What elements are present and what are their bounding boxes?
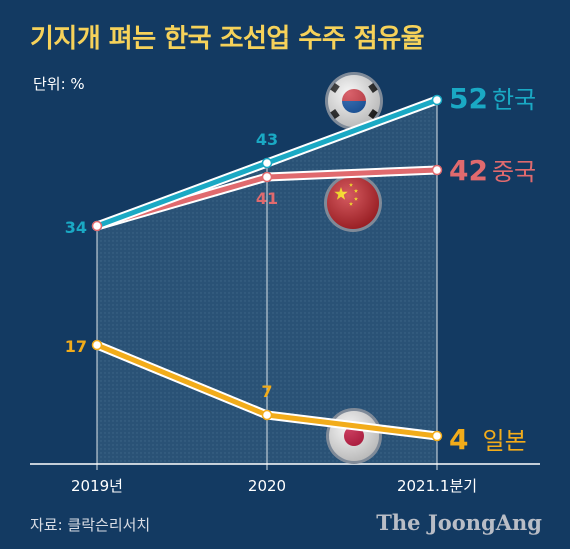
- china-flag-icon: [324, 174, 382, 232]
- data-point-중국: [91, 220, 103, 232]
- source-note: 자료: 클락슨리서치: [30, 516, 151, 534]
- x-tick-label: 2020: [248, 477, 286, 495]
- data-point-중국: [431, 164, 443, 176]
- japan-flag-icon: [326, 408, 382, 464]
- data-label: 34: [65, 218, 87, 237]
- end-label-일본: 4 일본: [449, 423, 527, 456]
- flag-shade: [329, 411, 379, 461]
- flag-shade: [328, 75, 380, 127]
- data-point-일본: [431, 430, 443, 442]
- unit-label: 단위: %: [33, 75, 85, 93]
- end-label-name: 중국: [492, 158, 536, 186]
- end-label-value: 42: [449, 154, 488, 187]
- data-point-한국: [261, 157, 273, 169]
- data-label: 43: [256, 130, 278, 149]
- data-point-일본: [261, 409, 273, 421]
- end-label-중국: 42 중국: [449, 154, 536, 187]
- data-label: 17: [65, 337, 87, 356]
- data-point-한국: [431, 94, 443, 106]
- end-label-한국: 52 한국: [449, 82, 536, 115]
- data-point-일본: [91, 339, 103, 351]
- data-label: 7: [261, 382, 272, 401]
- brand-logo: The JoongAng: [376, 510, 542, 535]
- end-label-value: 52: [449, 82, 488, 115]
- x-tick-label: 2019년: [71, 477, 123, 495]
- end-label-value: 4: [449, 423, 468, 456]
- end-label-name: 한국: [492, 86, 536, 114]
- flag-shade: [327, 177, 379, 229]
- data-point-중국: [261, 171, 273, 183]
- data-label: 41: [256, 189, 278, 208]
- end-label-name: 일본: [482, 427, 526, 455]
- chart-title: 기지개 펴는 한국 조선업 수주 점유율: [30, 24, 425, 54]
- korea-flag-icon: [325, 72, 383, 130]
- x-tick-label: 2021.1분기: [397, 477, 477, 495]
